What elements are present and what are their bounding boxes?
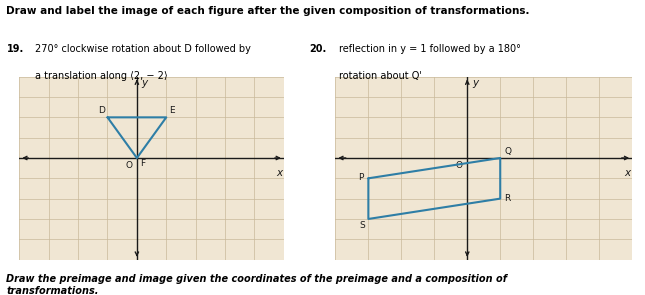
Text: x: x [276, 168, 283, 178]
Text: R: R [504, 194, 510, 203]
Text: O: O [126, 161, 132, 170]
Text: D: D [97, 106, 104, 115]
Text: Q: Q [504, 147, 511, 156]
Text: y: y [141, 78, 148, 88]
Text: reflection in y = 1 followed by a 180°: reflection in y = 1 followed by a 180° [339, 44, 521, 54]
Text: S: S [359, 221, 365, 230]
Text: y: y [472, 78, 479, 88]
Text: x: x [624, 168, 630, 178]
Text: rotation about Q': rotation about Q' [339, 71, 421, 81]
Text: Draw and label the image of each figure after the given composition of transform: Draw and label the image of each figure … [6, 6, 530, 16]
Text: 20.: 20. [310, 44, 327, 54]
Text: a translation along ⟨2, − 2⟩: a translation along ⟨2, − 2⟩ [35, 71, 168, 81]
Text: 270° clockwise rotation about D followed by: 270° clockwise rotation about D followed… [35, 44, 252, 54]
Text: P: P [358, 173, 363, 182]
Text: 19.: 19. [6, 44, 24, 54]
Text: O: O [455, 161, 462, 170]
Text: F: F [141, 159, 146, 168]
Text: E: E [169, 106, 175, 115]
Text: Draw the preimage and image given the coordinates of the preimage and a composit: Draw the preimage and image given the co… [6, 274, 508, 295]
